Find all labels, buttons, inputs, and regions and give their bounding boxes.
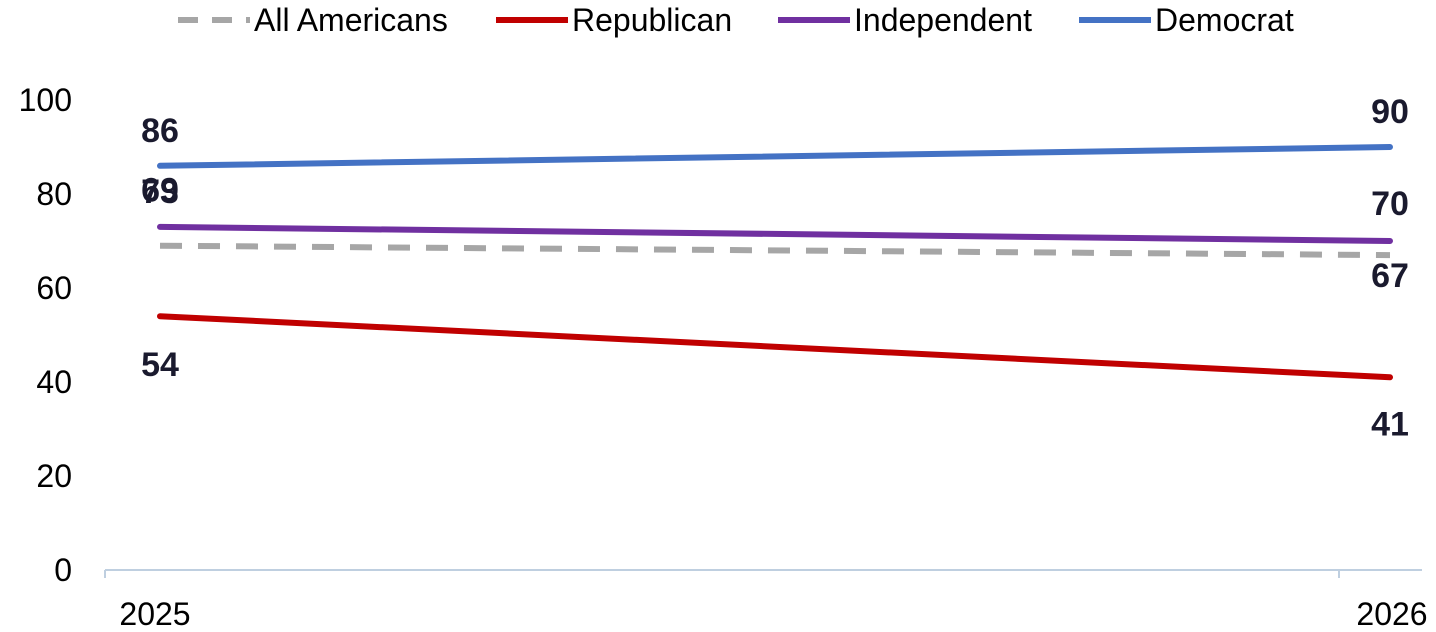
series-line-republican bbox=[157, 313, 1393, 381]
series-line-all-americans bbox=[159, 242, 1391, 259]
chart-legend: All Americans Republican Independent Democr… bbox=[178, 2, 1294, 38]
data-label-independent: 70 bbox=[1371, 185, 1409, 223]
data-label-democrat: 86 bbox=[141, 112, 179, 150]
y-tick-label: 60 bbox=[36, 270, 72, 306]
data-label-all-americans: 69 bbox=[141, 172, 179, 210]
y-tick-label: 0 bbox=[54, 552, 72, 588]
y-tick-label: 80 bbox=[36, 176, 72, 212]
chart-axes: 0 20 40 60 80 100 2025 2026 bbox=[19, 82, 1428, 632]
chart-series bbox=[157, 144, 1393, 381]
legend-label-all-americans: All Americans bbox=[254, 2, 448, 38]
legend-label-democrat: Democrat bbox=[1155, 2, 1294, 38]
data-label-independent: 73 bbox=[141, 173, 179, 211]
x-tick-label: 2026 bbox=[1356, 596, 1427, 632]
data-label-republican: 54 bbox=[141, 346, 179, 384]
data-label-republican: 41 bbox=[1371, 405, 1409, 443]
legend-label-independent: Independent bbox=[854, 2, 1032, 38]
data-label-democrat: 90 bbox=[1371, 93, 1409, 131]
x-tick-label: 2025 bbox=[119, 596, 190, 632]
y-tick-label: 100 bbox=[19, 82, 72, 118]
series-line-democrat bbox=[157, 144, 1393, 169]
y-tick-label: 20 bbox=[36, 458, 72, 494]
legend-label-republican: Republican bbox=[572, 2, 732, 38]
data-label-all-americans: 67 bbox=[1371, 257, 1409, 295]
series-line-independent bbox=[157, 223, 1393, 244]
y-tick-label: 40 bbox=[36, 364, 72, 400]
chart-data-labels: 69 67 54 41 73 70 86 90 bbox=[141, 93, 1409, 443]
